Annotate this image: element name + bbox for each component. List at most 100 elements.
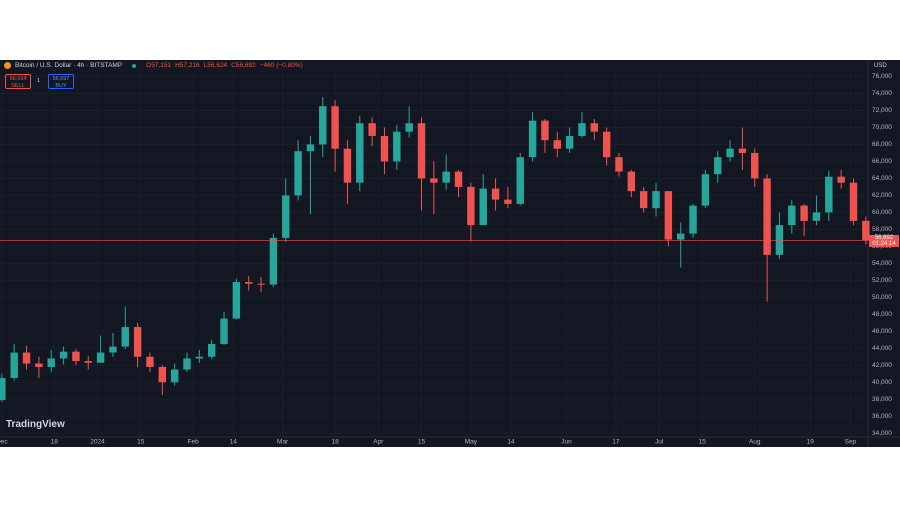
countdown: 01:24:14	[872, 241, 896, 248]
candle-body	[257, 283, 265, 285]
y-tick-label: 54,000	[872, 260, 892, 267]
last-price-tag: 56,692 01:24:14	[869, 235, 899, 248]
candle-body	[516, 157, 524, 204]
candle-body	[442, 171, 450, 183]
candle-body	[590, 123, 599, 132]
candle-body	[627, 171, 636, 192]
x-tick-label: May	[465, 439, 478, 446]
x-tick-label: Mar	[277, 439, 289, 446]
candle-body	[812, 212, 821, 221]
candle-body	[170, 369, 179, 383]
candle-body	[639, 191, 648, 209]
candle-body	[405, 123, 413, 132]
buy-label: BUY	[55, 83, 67, 89]
candle-body	[664, 191, 673, 240]
candle-body	[565, 135, 574, 149]
y-tick-label: 60,000	[872, 209, 892, 216]
candle-body	[245, 282, 253, 284]
x-tick-label: 18	[51, 439, 59, 446]
candle-body	[10, 352, 18, 378]
candle-body	[0, 378, 6, 401]
candle-body	[738, 148, 747, 153]
symbol[interactable]: Bitcoin / U.S. Dollar · 4h · BITSTAMP	[15, 62, 123, 69]
y-tick-label: 42,000	[872, 362, 892, 369]
y-tick-label: 50,000	[872, 294, 892, 301]
candle-body	[306, 144, 315, 152]
candle-body	[47, 358, 55, 367]
x-tick-label: 17	[612, 439, 620, 446]
symbol-header: Bitcoin / U.S. Dollar · 4h · BITSTAMP O5…	[4, 62, 303, 69]
x-tick-label: 14	[507, 439, 515, 446]
y-tick-label: 44,000	[872, 345, 892, 352]
buy-button[interactable]: 56,697 BUY	[48, 74, 74, 89]
candle-body	[319, 106, 327, 145]
x-tick-label: 15	[137, 439, 145, 446]
x-tick-label: Jul	[655, 439, 664, 446]
candle-body	[454, 171, 463, 187]
currency[interactable]: USD	[874, 63, 887, 69]
x-tick-label: 19	[807, 439, 815, 446]
candle-body	[294, 151, 302, 196]
y-tick-label: 36,000	[872, 413, 892, 420]
y-tick-label: 70,000	[872, 124, 892, 131]
candle-body	[380, 135, 389, 162]
candle-body	[133, 327, 142, 357]
y-tick-label: 64,000	[872, 175, 892, 182]
candle-body	[701, 174, 710, 206]
candle-body	[615, 157, 623, 172]
candle-body	[84, 361, 92, 363]
x-tick-label: 2024	[90, 439, 105, 446]
ohlc-change: −460 (−0.80%)	[259, 62, 303, 69]
candle-body	[602, 131, 611, 158]
candle-body	[121, 327, 129, 347]
candle-body	[763, 178, 771, 255]
candle-body	[504, 199, 512, 204]
ohlc-close: C56,692	[231, 62, 256, 69]
candle-body	[72, 351, 80, 362]
candle-body	[207, 344, 216, 357]
ohlc-open: O57,151	[146, 62, 172, 69]
candle-body	[22, 352, 31, 364]
logo[interactable]: TradingView	[6, 419, 65, 430]
candle-body	[269, 237, 278, 285]
candle-body	[109, 346, 117, 353]
candle-body	[232, 282, 241, 319]
x-tick-label: 18	[331, 439, 339, 446]
ohlc-high: H57,216	[175, 62, 200, 69]
candle-body	[652, 191, 660, 209]
y-tick-label: 68,000	[872, 141, 892, 148]
candle-body	[837, 176, 845, 183]
candle-body	[578, 123, 586, 136]
candle-body	[800, 205, 808, 221]
candle-body	[751, 152, 759, 179]
candle-body	[726, 148, 734, 158]
candle-body	[220, 318, 228, 345]
y-tick-label: 76,000	[872, 73, 892, 80]
candle-body	[356, 123, 364, 183]
candle-body	[553, 140, 561, 149]
candle-body	[331, 106, 339, 149]
ohlc-low: L56,624	[203, 62, 228, 69]
candle-body	[158, 366, 167, 383]
candle-body	[183, 358, 191, 370]
y-tick-label: 62,000	[872, 192, 892, 199]
candle-body	[282, 195, 290, 238]
candle-body	[849, 182, 858, 221]
candle-body	[393, 131, 401, 162]
candle-body	[491, 188, 500, 200]
candle-body	[689, 205, 697, 234]
candle-body	[368, 123, 376, 136]
y-tick-label: 40,000	[872, 379, 892, 386]
sell-button[interactable]: 56,694 SELL	[5, 74, 31, 89]
candle-body	[541, 120, 549, 141]
coin-icon	[4, 62, 11, 69]
candle-body	[788, 205, 796, 226]
candle-body	[714, 157, 722, 175]
candle-body	[862, 220, 870, 241]
x-tick-label: 14	[230, 439, 238, 446]
x-tick-label: Aug	[749, 439, 761, 446]
candle-body	[825, 176, 833, 213]
candle-body	[35, 363, 43, 367]
x-tick-label: Jun	[561, 439, 572, 446]
